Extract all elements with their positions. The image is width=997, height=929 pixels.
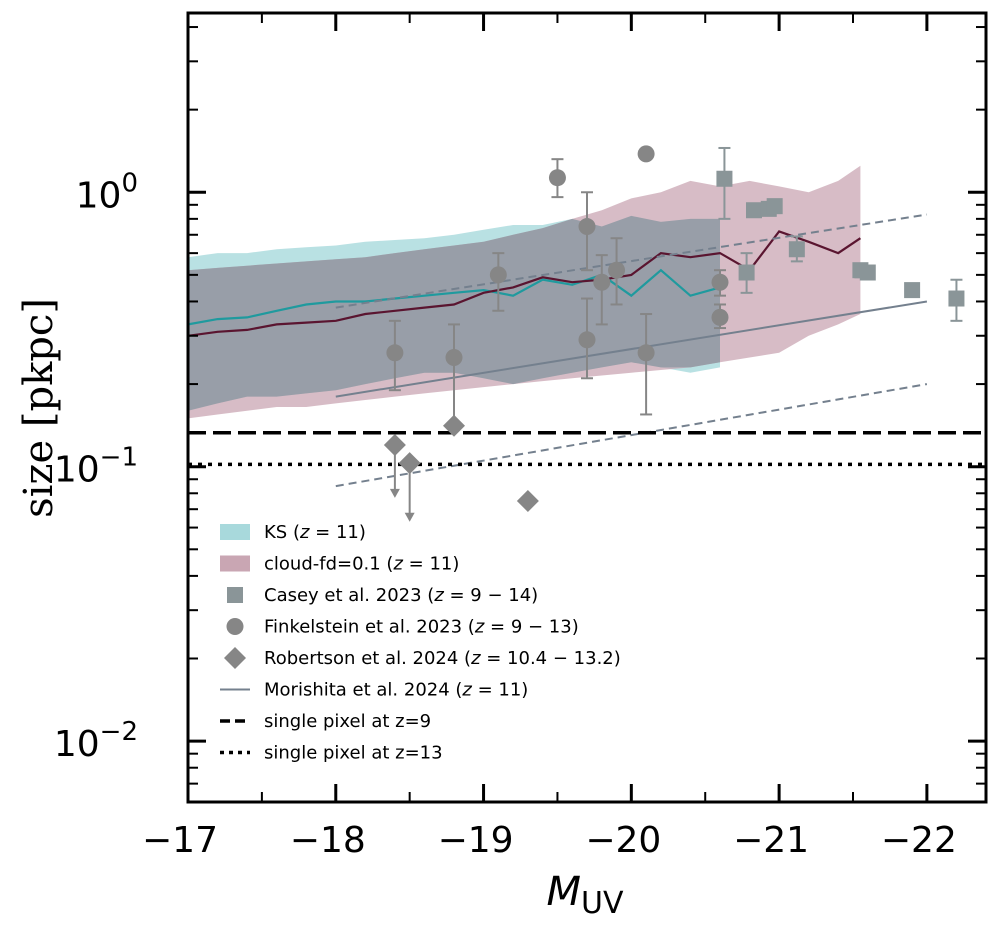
legend-label-text: = 9 − 14) [444,585,538,606]
x-tick-label: −19 [438,820,514,861]
finkelstein-point [637,344,655,362]
cloud-median-line [188,230,862,337]
x-axis-title: MUV [547,869,624,921]
robertson-limit-arrow [404,512,415,522]
y-tick-base: 10 [54,450,100,491]
finkelstein-point [711,308,729,326]
y-tick-exponent: −2 [100,717,138,747]
y-tick-base: 10 [76,175,122,216]
robertson-point [443,414,465,437]
y-tick-label: 100 [76,168,138,216]
legend-label-cloud-band: cloud-fd=0.1 (z = 11) [264,554,459,575]
finkelstein-point [578,331,596,349]
x-axis-title-main: M [547,869,582,915]
legend-label-text: = 11) [309,522,365,543]
legend-label-text: cloud-fd=0.1 ( [264,554,393,575]
finkelstein-point [578,218,596,236]
y-tick-label: 10−1 [54,443,138,491]
legend-label-math: z [470,648,481,669]
legend-label-text: KS ( [264,522,300,543]
legend-swatch-ks [220,524,250,540]
x-tick-label: −18 [290,820,366,861]
casey-point [948,290,965,307]
y-axis-title: size [pkpc] [16,298,62,518]
ks-median-line [188,268,721,326]
legend-label-math: z [461,680,472,701]
casey-point [859,264,876,281]
finkelstein-point [548,169,566,187]
finkelstein-point [386,344,404,362]
plot-frame [186,11,988,804]
legend-label-math: z [474,617,485,638]
morishita-upper-dashed [335,213,928,309]
legend-label-text: = 11) [403,554,459,575]
y-tick-exponent: 0 [121,168,138,198]
legend-label-robertson: Robertson et al. 2024 (z = 10.4 − 13.2) [264,648,621,669]
legend-label-text: = 10.4 − 13.2) [481,648,621,669]
robertson-point [516,489,539,512]
y-tick-label: 10−2 [54,717,138,765]
legend-label-text: Morishita et al. 2024 ( [264,680,462,701]
legend-label-finkelstein: Finkelstein et al. 2023 (z = 9 − 13) [264,617,579,638]
legend-label-text: Casey et al. 2023 ( [264,585,434,606]
finkelstein-point [593,273,611,291]
casey-point [745,202,762,219]
finkelstein-point [489,266,507,284]
legend: KS (z = 11)cloud-fd=0.1 (z = 11)Casey et… [220,522,621,764]
morishita-lower-dashed [335,383,928,488]
legend-label-text: = 11) [472,680,528,701]
legend-label-math: z [299,522,310,543]
x-axis-title-sub: UV [581,886,624,921]
x-tick-label: −17 [142,820,218,861]
legend-swatch-finkelstein [226,618,244,635]
finkelstein-point [637,145,655,163]
finkelstein-point [711,273,729,291]
legend-label-text: single pixel at z=9 [264,711,431,732]
legend-label-text: = 9 − 13) [484,617,578,638]
casey-point [716,170,733,187]
legend-swatch-cloud [220,555,250,572]
robertson-point [398,452,421,475]
y-tick-base: 10 [54,724,100,765]
finkelstein-point [445,348,463,366]
morishita-line [335,300,928,398]
legend-label-text: single pixel at z=13 [264,743,443,764]
casey-point [738,264,755,281]
legend-swatch-robertson [224,647,246,669]
legend-label-pixel-z9: single pixel at z=9 [264,711,431,732]
robertson-point [383,433,406,456]
legend-swatch-casey [227,587,243,603]
casey-point [904,282,921,299]
casey-point [766,198,783,215]
x-tick-label: −21 [733,820,809,861]
legend-label-text: Finkelstein et al. 2023 ( [264,617,475,638]
legend-label-text: Robertson et al. 2024 ( [264,648,471,669]
finkelstein-point [608,261,626,279]
legend-label-math: z [433,585,444,606]
x-tick-label: −20 [585,820,661,861]
y-tick-exponent: −1 [100,443,138,473]
x-tick-label: −22 [881,820,957,861]
robertson-limit-arrow [389,488,400,498]
legend-label-casey: Casey et al. 2023 (z = 9 − 14) [264,585,538,606]
legend-label-ks-band: KS (z = 11) [264,522,366,543]
legend-label-math: z [392,554,403,575]
casey-point [788,241,805,258]
legend-label-pixel-z13: single pixel at z=13 [264,743,443,764]
legend-label-morishita: Morishita et al. 2024 (z = 11) [264,680,528,701]
